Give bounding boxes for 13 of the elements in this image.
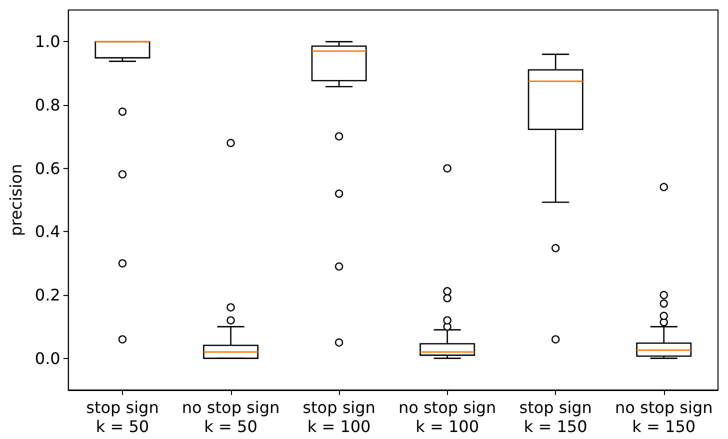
x-tick-label: no stop sign k = 50 [182, 398, 280, 436]
y-axis-title: precision [6, 164, 26, 236]
y-tick-label: 0.4 [34, 222, 60, 242]
x-tick-label: stop sign k = 50 [86, 398, 159, 436]
x-tick-label: stop sign k = 150 [519, 398, 592, 436]
y-tick-label: 1.0 [34, 32, 60, 52]
y-tick-label: 0.8 [34, 96, 60, 114]
x-tick-label: stop sign k = 100 [302, 398, 376, 436]
y-tick-label: 0.6 [34, 158, 60, 178]
y-tick-label: 0.2 [34, 286, 60, 304]
x-tick-label: no stop sign k = 150 [614, 398, 713, 436]
y-tick-label: 0.0 [34, 348, 60, 368]
x-tick-label: no stop sign k = 100 [398, 398, 496, 436]
